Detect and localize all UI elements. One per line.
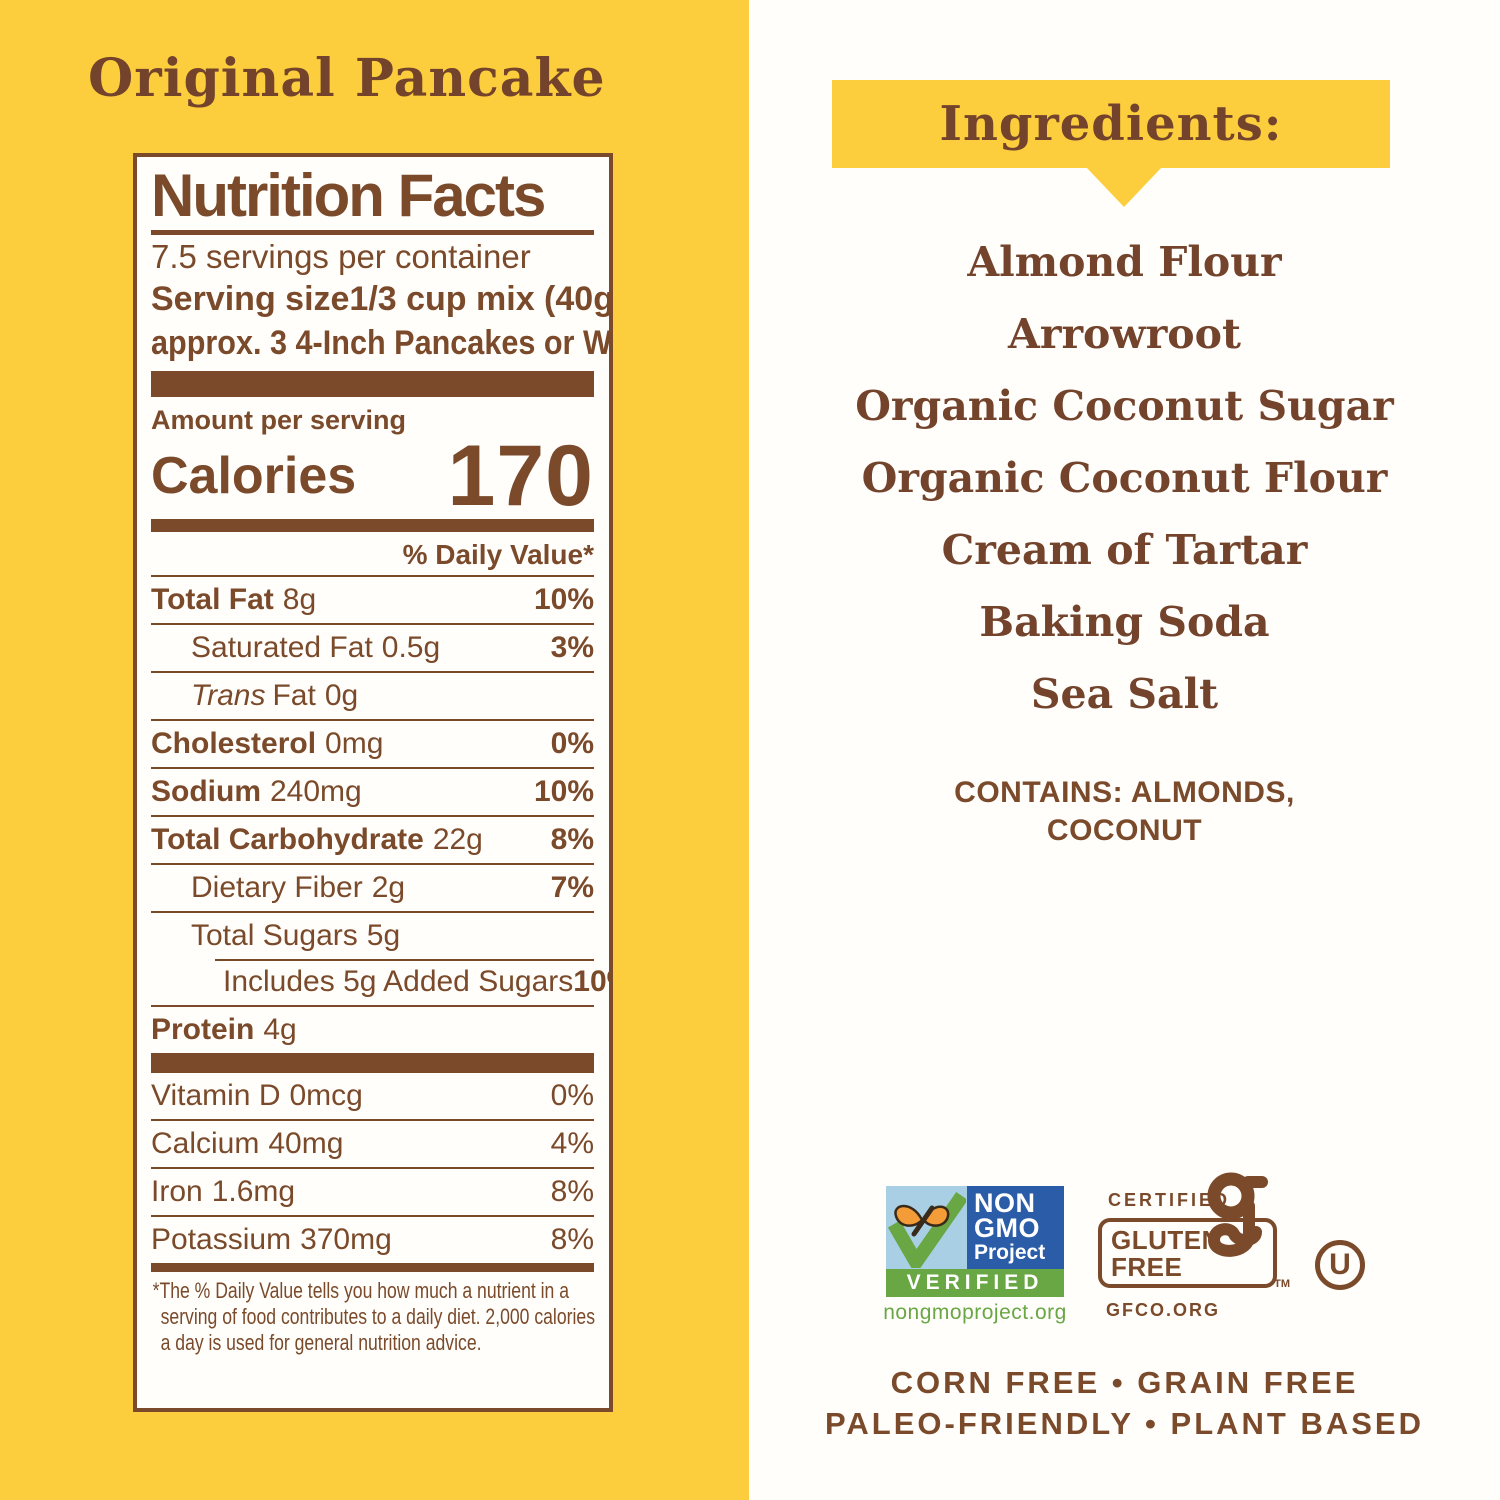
divider-bar [151, 1263, 594, 1272]
divider-bar [151, 519, 594, 532]
dv-value: 7% [550, 871, 594, 904]
non-gmo-verified-bar: VERIFIED [886, 1269, 1064, 1297]
calories-value: 170 [447, 428, 594, 524]
gluten-free-org-url: GFCO.ORG [1106, 1300, 1220, 1320]
ingredients-list: Almond Flour Arrowroot Organic Coconut S… [749, 226, 1500, 730]
gluten-free-tm: TM [1274, 1278, 1290, 1290]
micronutrient-row-potassium: Potassium 370mg 8% [151, 1217, 594, 1263]
dv-value: 8% [550, 1175, 594, 1208]
banner-pointer-triangle [1086, 167, 1162, 207]
product-title: Original Pancake [88, 48, 606, 109]
ingredient-item: Organic Coconut Sugar [855, 382, 1394, 430]
gluten-free-g-icon [1207, 1172, 1268, 1257]
daily-value-footnote: *The % Daily Value tells you how much a … [152, 1278, 595, 1355]
daily-value-header: % Daily Value* [151, 532, 594, 577]
product-claims: CORN FREE • GRAIN FREE PALEO-FRIENDLY • … [749, 1362, 1500, 1444]
claims-line1: CORN FREE • GRAIN FREE [890, 1365, 1359, 1400]
micronutrient-row-iron: Iron 1.6mg 8% [151, 1169, 594, 1217]
ingredient-item: Baking Soda [979, 598, 1270, 646]
non-gmo-line2: GMO [974, 1213, 1040, 1243]
right-panel: Ingredients: Almond Flour Arrowroot Orga… [749, 0, 1500, 1500]
gluten-free-words: GLUTEN FREE [1111, 1225, 1221, 1282]
butterfly-checkmark-icon [888, 1191, 966, 1268]
gluten-free-certified-label: CERTIFIED [1108, 1190, 1231, 1210]
micronutrient-row-vitamin-d: Vitamin D 0mcg 0% [151, 1073, 594, 1121]
non-gmo-line3: Project [974, 1241, 1046, 1264]
calories-label: Calories [151, 447, 357, 505]
allergen-text: CONTAINS: ALMONDS, COCONUT [954, 776, 1295, 847]
nutrient-row-total-sugars: Total Sugars 5g [191, 919, 401, 952]
nutrient-row-total-carbohydrate: Total Carbohydrate 22g 8% [151, 817, 594, 865]
nutrient-row-sodium: Sodium 240mg 10% [151, 769, 594, 817]
ingredient-item: Almond Flour [967, 238, 1282, 286]
kosher-ou-icon: U [1315, 1240, 1365, 1290]
ingredient-item: Organic Coconut Flour [861, 454, 1388, 502]
serving-size-label: Serving size [151, 280, 350, 318]
nutrient-row-added-sugars: Includes 5g Added Sugars 10% [151, 959, 609, 1007]
ingredients-header-banner: Ingredients: [832, 80, 1390, 168]
nutrient-row-cholesterol: Cholesterol 0mg 0% [151, 721, 594, 769]
dv-value: 0% [550, 727, 594, 760]
ingredient-item: Cream of Tartar [941, 526, 1308, 574]
non-gmo-butterfly-panel [886, 1186, 967, 1269]
serving-size-line: Serving size 1/3 cup mix (40g) [151, 277, 609, 321]
gluten-free-box: GLUTEN FREE TM [1098, 1172, 1290, 1290]
non-gmo-line1: NON [974, 1188, 1036, 1218]
nutrient-row-total-fat: Total Fat 8g 10% [151, 577, 594, 625]
dv-value: 0% [550, 1079, 594, 1112]
nutrient-row-dietary-fiber: Dietary Fiber 2g 7% [151, 865, 594, 913]
dv-value: 8% [550, 823, 594, 856]
dv-value: 4% [550, 1127, 594, 1160]
dv-value: 10% [573, 965, 609, 998]
nutrition-facts-panel: Nutrition Facts 7.5 servings per contain… [133, 153, 613, 1412]
amount-per-serving: Amount per serving [151, 405, 407, 435]
non-gmo-project-verified-badge: NON GMO Project VERIFIED nongmoproject.o… [883, 1186, 1066, 1325]
certified-gluten-free-badge: CERTIFIED GLUTEN FREE TM GFCO.ORG [1098, 1172, 1298, 1321]
nutrient-row-saturated-fat: Saturated Fat 0.5g 3% [151, 625, 594, 673]
dv-value: 10% [533, 775, 594, 808]
dv-value: 8% [550, 1223, 594, 1256]
calories-row: Calories 170 [151, 428, 594, 524]
dv-value: 3% [550, 631, 594, 664]
allergen-statement: CONTAINS: ALMONDS, COCONUT [749, 774, 1500, 850]
dv-value: 10% [533, 583, 594, 616]
divider-bar [151, 371, 594, 397]
claims-line2: PALEO-FRIENDLY • PLANT BASED [825, 1406, 1424, 1441]
servings-per-container: 7.5 servings per container [151, 238, 531, 275]
serving-size-value: 1/3 cup mix (40g) [349, 280, 613, 318]
nutrition-facts-title: Nutrition Facts [151, 165, 594, 235]
ingredient-item: Sea Salt [1030, 670, 1219, 718]
divider-bar [151, 1053, 594, 1073]
nutrient-row-protein: Protein 4g [151, 1013, 297, 1046]
non-gmo-url: nongmoproject.org [883, 1301, 1067, 1324]
left-panel: Original Pancake Nutrition Facts 7.5 ser… [0, 0, 749, 1500]
serving-size-note: approx. 3 4-Inch Pancakes or Waffles [151, 324, 611, 362]
ingredient-item: Arrowroot [1008, 310, 1241, 358]
non-gmo-badge-top: NON GMO Project [886, 1186, 1064, 1269]
non-gmo-text-panel: NON GMO Project [967, 1186, 1064, 1269]
micronutrient-row-calcium: Calcium 40mg 4% [151, 1121, 594, 1169]
nutrient-row-trans-fat: Trans Fat 0g [151, 673, 594, 721]
